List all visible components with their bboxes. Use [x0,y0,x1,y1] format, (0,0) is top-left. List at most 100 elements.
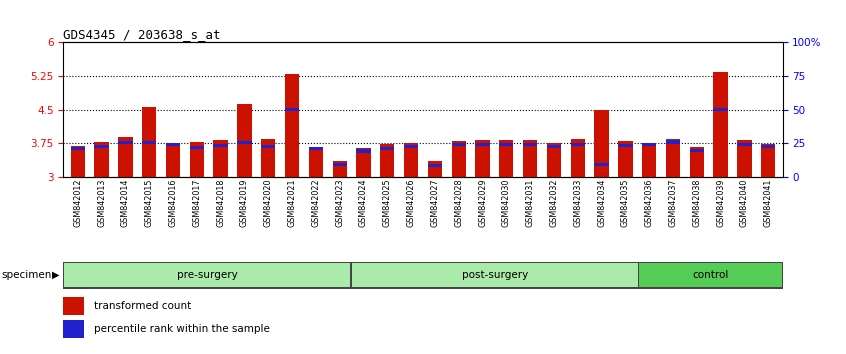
Bar [499,143,514,146]
Bar [332,161,347,177]
Bar [475,143,490,146]
Bar [237,141,251,144]
Bar [761,145,776,148]
Bar [332,163,347,166]
Bar [475,140,490,177]
Text: GSM842022: GSM842022 [311,179,321,227]
Text: GSM842035: GSM842035 [621,179,630,227]
Bar [64,263,350,287]
Bar [404,145,418,148]
Bar [70,145,85,177]
Bar [452,143,466,146]
Bar [571,143,585,146]
Bar [642,143,656,146]
Bar [237,104,251,177]
Bar [166,143,180,146]
Bar [428,164,442,167]
Text: GSM842017: GSM842017 [192,179,201,227]
Bar [285,74,299,177]
Bar [761,144,776,177]
Text: GSM842038: GSM842038 [692,179,701,227]
Text: GSM842018: GSM842018 [216,179,225,227]
Text: GSM842040: GSM842040 [740,179,749,227]
Bar [713,108,728,111]
Text: GSM842013: GSM842013 [97,179,106,227]
Bar [428,161,442,177]
Bar [499,140,514,177]
Text: GSM842027: GSM842027 [431,179,439,227]
Bar [595,163,609,166]
Text: transformed count: transformed count [94,301,191,311]
Bar [618,144,633,147]
Bar [380,144,394,177]
Text: GSM842024: GSM842024 [359,179,368,227]
Text: percentile rank within the sample: percentile rank within the sample [94,324,270,334]
Text: GSM842028: GSM842028 [454,179,464,227]
Text: GSM842034: GSM842034 [597,179,606,227]
Bar [142,141,157,144]
Bar [547,143,561,177]
Bar [213,144,228,147]
Bar [261,145,275,148]
Text: GSM842023: GSM842023 [335,179,344,227]
Bar [118,137,133,177]
Bar [166,143,180,177]
Bar [63,320,84,338]
Bar [523,140,537,177]
Bar [666,139,680,177]
Bar [738,140,751,177]
Bar [738,143,751,146]
Text: GSM842015: GSM842015 [145,179,154,227]
Text: GSM842029: GSM842029 [478,179,487,227]
Text: GDS4345 / 203638_s_at: GDS4345 / 203638_s_at [63,28,221,41]
Bar [118,141,133,144]
Bar [63,297,84,314]
Bar [95,145,108,148]
Text: control: control [693,270,728,280]
Bar [666,141,680,144]
Bar [356,148,371,177]
Bar [640,263,782,287]
Bar [309,147,323,177]
Text: GSM842020: GSM842020 [264,179,272,227]
Bar [261,139,275,177]
Bar [95,142,108,177]
Bar [309,147,323,150]
Text: GSM842030: GSM842030 [502,179,511,227]
Bar [689,149,704,152]
Bar [404,143,418,177]
Bar [352,263,638,287]
Text: GSM842039: GSM842039 [717,179,725,227]
Bar [689,147,704,177]
Bar [380,147,394,150]
Bar [618,141,633,177]
Bar [713,72,728,177]
Text: post-surgery: post-surgery [462,270,528,280]
Bar [70,147,85,150]
Text: GSM842019: GSM842019 [240,179,249,227]
Text: GSM842037: GSM842037 [668,179,678,227]
Bar [547,145,561,148]
Bar [190,142,204,177]
Text: GSM842031: GSM842031 [525,179,535,227]
Text: GSM842032: GSM842032 [549,179,558,227]
Text: ▶: ▶ [52,270,59,280]
Text: GSM842041: GSM842041 [764,179,772,227]
Bar [213,140,228,177]
Text: pre-surgery: pre-surgery [177,270,238,280]
Bar [142,108,157,177]
Bar [571,139,585,177]
Text: GSM842025: GSM842025 [382,179,392,227]
Bar [190,146,204,149]
Bar [285,108,299,111]
Text: GSM842036: GSM842036 [645,179,654,227]
Bar [642,143,656,177]
Text: specimen: specimen [2,270,52,280]
Bar [356,149,371,153]
Text: GSM842033: GSM842033 [574,179,582,227]
Text: GSM842026: GSM842026 [407,179,415,227]
Bar [595,110,609,177]
Bar [452,141,466,177]
Text: GSM842014: GSM842014 [121,179,129,227]
Bar [523,143,537,146]
